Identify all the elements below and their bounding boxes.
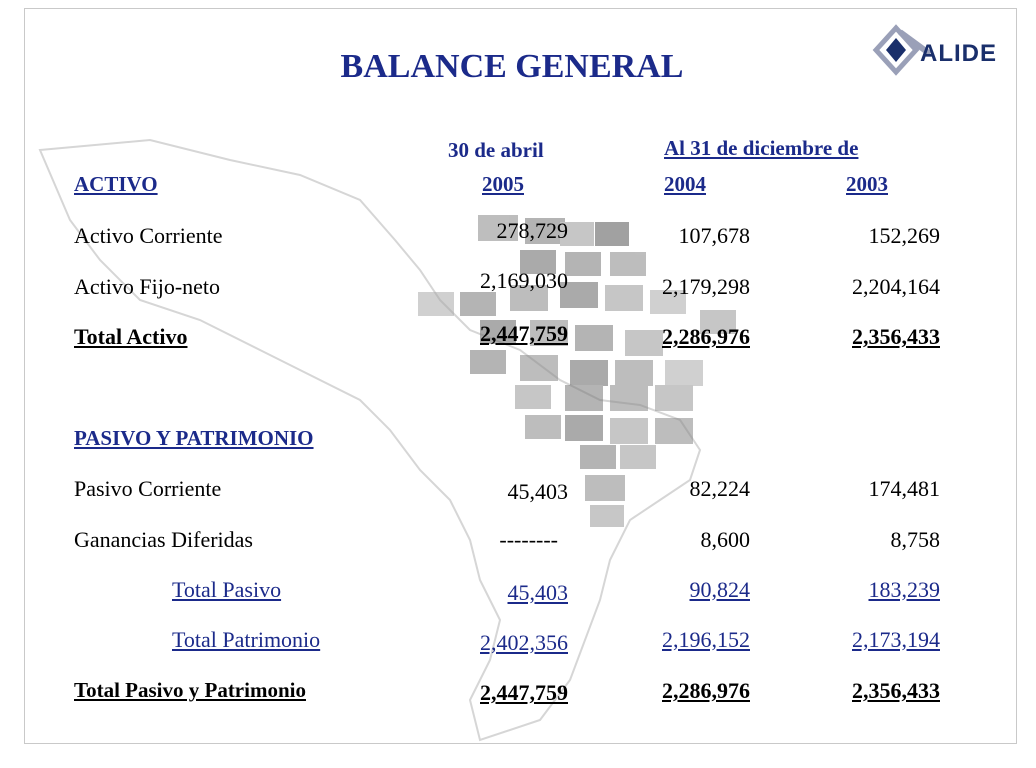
alide-logo	[872, 24, 932, 76]
cell-total-pasivo-2003: 183,239	[868, 577, 941, 602]
col-2003-header: 2003	[846, 172, 888, 196]
cell-activo-fijo-2004: 2,179,298	[662, 274, 750, 299]
cell-activo-corriente-2004: 107,678	[678, 223, 751, 248]
cell-activo-corriente-2003: 152,269	[868, 223, 941, 248]
cell-total-pasivo-patrimonio-2005: 2,447,759	[480, 680, 568, 705]
cell-total-patrimonio-2004: 2,196,152	[662, 627, 750, 652]
flag-mark	[478, 215, 518, 241]
col-2005-header: 2005	[482, 172, 524, 196]
cell-ganancias-diferidas-2005: --------	[499, 527, 558, 552]
slide-frame	[24, 8, 1017, 744]
cell-pasivo-corriente-2005: 45,403	[507, 479, 569, 504]
cell-total-activo-2005: 2,447,759	[480, 321, 568, 346]
cell-activo-corriente-2005: 278,729	[496, 218, 569, 243]
row-label-ganancias-diferidas: Ganancias Diferidas	[74, 527, 253, 552]
cell-total-activo-2004: 2,286,976	[662, 324, 750, 349]
section-pasivo-patrimonio: PASIVO Y PATRIMONIO	[74, 426, 314, 450]
row-label-total-patrimonio: Total Patrimonio	[172, 627, 321, 652]
row-label-total-activo: Total Activo	[74, 324, 188, 349]
row-label-activo-corriente: Activo Corriente	[74, 223, 223, 248]
cell-pasivo-corriente-2004: 82,224	[689, 476, 751, 501]
section-activo: ACTIVO	[74, 172, 158, 196]
cell-ganancias-diferidas-2003: 8,758	[890, 527, 941, 552]
cell-total-patrimonio-2003: 2,173,194	[852, 627, 940, 652]
cell-total-pasivo-2004: 90,824	[689, 577, 751, 602]
cell-ganancias-diferidas-2004: 8,600	[700, 527, 751, 552]
row-label-total-pasivo: Total Pasivo	[172, 577, 282, 602]
logo-text: ALIDE	[920, 40, 997, 67]
cell-total-pasivo-patrimonio-2004: 2,286,976	[662, 678, 750, 703]
cell-total-pasivo-2005: 45,403	[507, 580, 569, 605]
row-label-pasivo-corriente: Pasivo Corriente	[74, 476, 222, 501]
col-2005-top-header: 30 de abril	[448, 138, 544, 162]
cell-activo-fijo-2005: 2,169,030	[480, 268, 568, 293]
cell-total-pasivo-patrimonio-2003: 2,356,433	[852, 678, 940, 703]
col-2004-header: 2004	[664, 172, 706, 196]
row-label-activo-fijo: Activo Fijo-neto	[74, 274, 221, 299]
cell-total-patrimonio-2005: 2,402,356	[480, 630, 568, 655]
cell-activo-fijo-2003: 2,204,164	[852, 274, 940, 299]
col-dec-top-header: Al 31 de diciembre de	[664, 136, 859, 160]
page-title: BALANCE GENERAL	[340, 48, 684, 85]
row-label-total-pasivo-patrimonio: Total Pasivo y Patrimonio	[74, 678, 306, 702]
cell-pasivo-corriente-2003: 174,481	[868, 476, 941, 501]
cell-total-activo-2003: 2,356,433	[852, 324, 940, 349]
